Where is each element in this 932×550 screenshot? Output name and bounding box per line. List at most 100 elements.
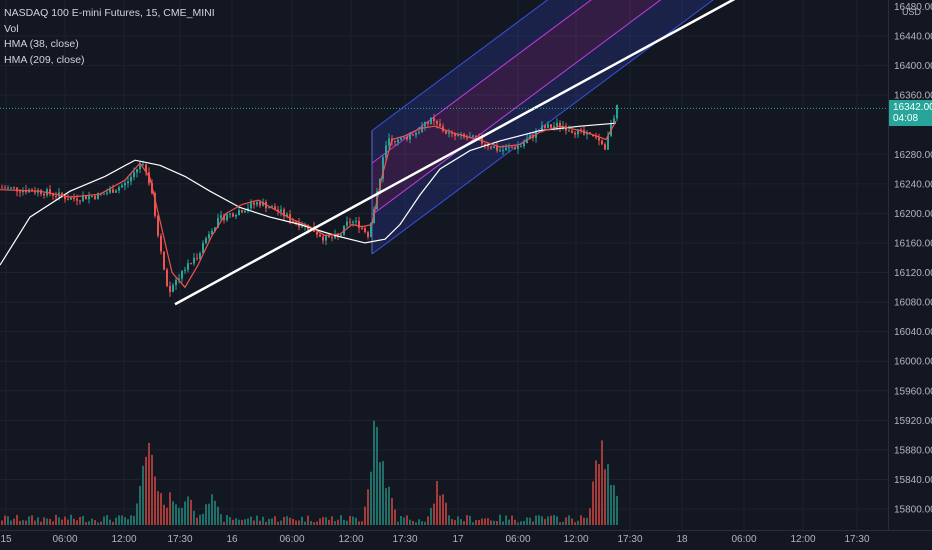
volume-bar bbox=[166, 507, 168, 525]
time-tick-label: 17:30 bbox=[167, 534, 192, 545]
time-tick-label: 18 bbox=[676, 534, 688, 545]
price-tick-label: 15840.00 bbox=[894, 475, 932, 486]
volume-bar bbox=[424, 521, 426, 525]
volume-bar bbox=[136, 503, 138, 525]
candle-body bbox=[574, 132, 576, 135]
candle-body bbox=[352, 221, 354, 223]
candle-body bbox=[79, 200, 81, 202]
volume-bar bbox=[352, 516, 354, 525]
price-tick-label: 16160.00 bbox=[894, 238, 932, 249]
chart-legend: NASDAQ 100 E-mini Futures, 15, CME_MINI … bbox=[4, 6, 215, 68]
volume-bar bbox=[118, 515, 120, 525]
volume-bar bbox=[574, 522, 576, 525]
time-tick-label: 06:00 bbox=[52, 534, 77, 545]
volume-bar bbox=[475, 520, 477, 525]
volume-bar bbox=[394, 509, 396, 525]
volume-bar bbox=[358, 521, 360, 525]
hma-209-label[interactable]: HMA (209, close) bbox=[4, 53, 85, 66]
candle-body bbox=[595, 136, 597, 138]
volume-bar bbox=[34, 520, 36, 525]
trend-line[interactable] bbox=[174, 0, 748, 306]
candle-body bbox=[91, 196, 93, 198]
candle-body bbox=[130, 176, 132, 182]
candle-body bbox=[355, 220, 357, 222]
candle-body bbox=[52, 193, 54, 196]
time-tick-label: 12:00 bbox=[790, 534, 815, 545]
candle-body bbox=[295, 221, 297, 223]
volume-bar bbox=[94, 520, 96, 525]
volume-bar bbox=[355, 517, 357, 525]
volume-bar bbox=[271, 518, 273, 525]
candle-body bbox=[412, 134, 414, 136]
volume-bar bbox=[76, 520, 78, 525]
volume-bar bbox=[529, 517, 531, 525]
volume-bar bbox=[67, 519, 69, 525]
candle-body bbox=[97, 193, 99, 199]
symbol-title[interactable]: NASDAQ 100 E-mini Futures, 15, CME_MINI bbox=[4, 7, 215, 19]
candle-body bbox=[592, 134, 594, 137]
volume-bar bbox=[178, 507, 180, 525]
volume-bar bbox=[52, 521, 54, 525]
price-axis[interactable]: 16440.00 16400.00 16360.00 16280.00 16240.00… bbox=[894, 2, 932, 516]
candle-body bbox=[403, 136, 405, 138]
candle-body bbox=[331, 237, 333, 239]
candle-body bbox=[118, 187, 120, 191]
volume-bar bbox=[82, 515, 84, 525]
candle-body bbox=[253, 202, 255, 205]
volume-bar bbox=[139, 486, 141, 525]
volume-bar bbox=[553, 515, 555, 525]
volume-bar bbox=[343, 519, 345, 525]
price-tick-label: 16480.00 bbox=[894, 2, 932, 13]
volume-bar bbox=[79, 516, 81, 525]
candle-body bbox=[214, 227, 216, 231]
candle-body bbox=[67, 199, 69, 201]
volume-bar bbox=[169, 492, 171, 525]
volume-bar bbox=[457, 516, 459, 525]
volume-bar bbox=[1, 520, 3, 525]
candle-body bbox=[319, 234, 321, 237]
volume-bar bbox=[541, 516, 543, 525]
volume-bar bbox=[463, 521, 465, 525]
last-price-value: 16342.00 bbox=[893, 102, 932, 114]
volume-bar bbox=[214, 500, 216, 525]
candle-body bbox=[49, 189, 51, 194]
candle-body bbox=[430, 117, 432, 124]
candle-body bbox=[445, 131, 447, 134]
candle-body bbox=[544, 125, 546, 128]
volume-bar bbox=[502, 521, 504, 525]
volume-bar bbox=[229, 516, 231, 525]
candle-body bbox=[217, 218, 219, 228]
price-tick-label: 15880.00 bbox=[894, 445, 932, 456]
candle-body bbox=[607, 135, 609, 150]
candle-body bbox=[55, 195, 57, 197]
candle-body bbox=[10, 187, 12, 189]
price-tick-label: 16200.00 bbox=[894, 209, 932, 220]
volume-bar bbox=[487, 518, 489, 525]
candle-body bbox=[613, 118, 615, 125]
regression-channel[interactable] bbox=[371, 0, 860, 255]
volume-indicator-label[interactable]: Vol bbox=[4, 22, 19, 35]
volume-bar bbox=[451, 519, 453, 525]
candle-body bbox=[259, 202, 261, 206]
candle-body bbox=[157, 215, 159, 236]
volume-bar bbox=[385, 488, 387, 525]
time-tick-label: 17:30 bbox=[392, 534, 417, 545]
volume-bar bbox=[565, 517, 567, 525]
volume-bar bbox=[442, 494, 444, 525]
volume-bar bbox=[97, 522, 99, 525]
candle-body bbox=[364, 228, 366, 233]
candle-body bbox=[499, 150, 501, 152]
volume-bar bbox=[616, 495, 618, 525]
volume-bar bbox=[250, 516, 252, 525]
volume-bar bbox=[448, 515, 450, 525]
time-axis[interactable]: 15 06:00 12:00 17:30 16 06:00 12:00 17:30 17 06:0… bbox=[0, 534, 870, 545]
volume-bar bbox=[472, 522, 474, 525]
candle-body bbox=[418, 131, 420, 133]
volume-bar bbox=[310, 520, 312, 525]
volume-bar bbox=[409, 519, 411, 525]
volume-bar bbox=[469, 515, 471, 525]
hma-38-label[interactable]: HMA (38, close) bbox=[4, 38, 79, 50]
candle-body bbox=[85, 195, 87, 200]
candle-body bbox=[115, 190, 117, 193]
